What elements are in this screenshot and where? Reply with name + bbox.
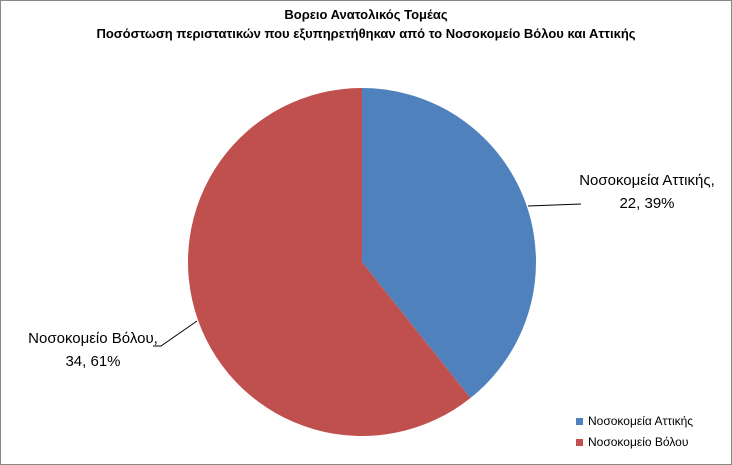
- data-label: Νοσοκομεία Αττικής, 22, 39%: [579, 172, 715, 212]
- legend-swatch: [576, 418, 583, 425]
- data-label: Νοσοκομείο Βόλου, 34, 61%: [28, 330, 158, 370]
- leader-line: [153, 320, 198, 347]
- pie-slice: [187, 88, 471, 436]
- pie-slice: [362, 88, 536, 399]
- chart-title: Βορειο Ανατολικός Τομέας: [284, 7, 448, 22]
- legend-label: Νοσοκομεία Αττικής: [588, 414, 694, 428]
- legend-label: Νοσοκομείο Βόλου: [588, 435, 689, 449]
- leader-line: [527, 203, 582, 207]
- chart-subtitle: Ποσόστωση περιστατικών που εξυπηρετήθηκα…: [96, 26, 636, 41]
- legend-swatch: [576, 439, 583, 446]
